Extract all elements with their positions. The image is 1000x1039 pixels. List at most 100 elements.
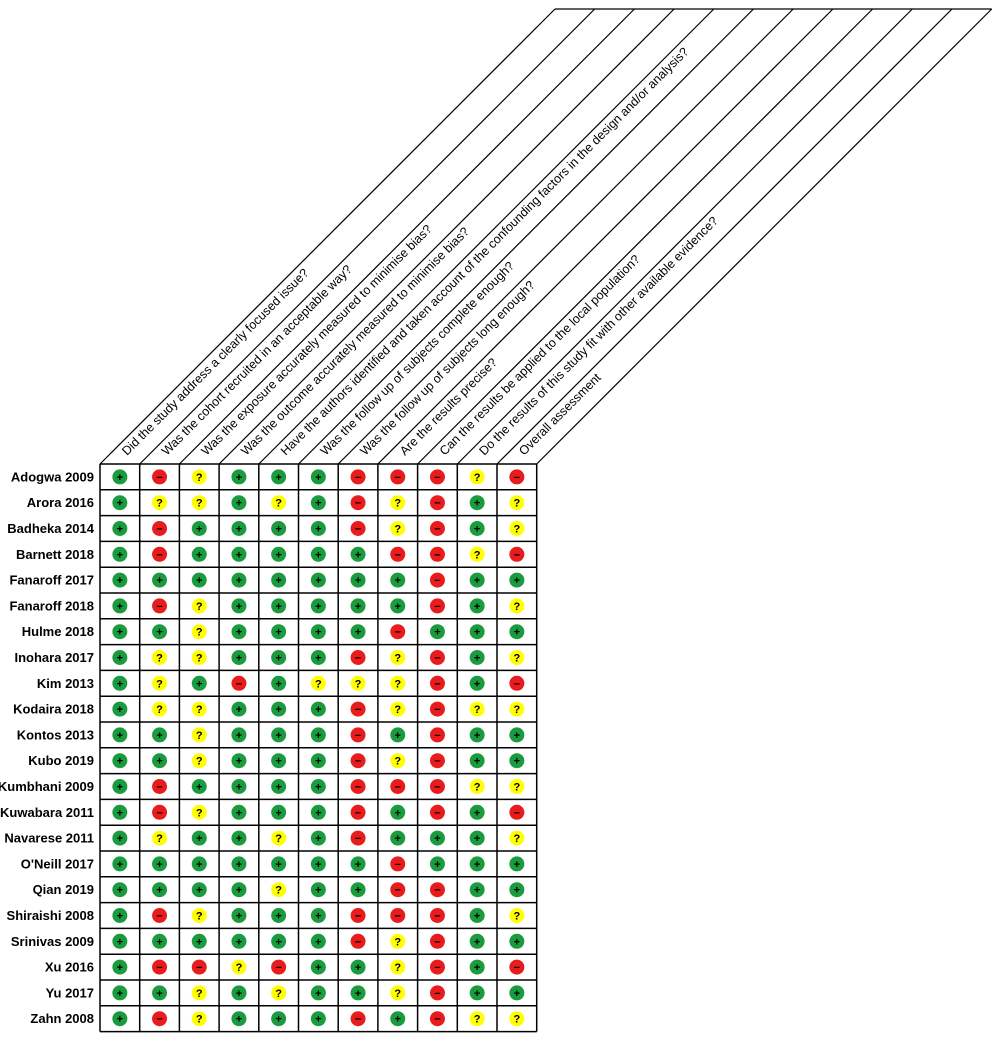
judgement-dot	[310, 985, 326, 1001]
judgement-dot	[152, 779, 168, 794]
question-label: Did the study address a clearly focused …	[119, 266, 311, 458]
judgement-low-icon: +	[469, 908, 485, 923]
judgement-symbol: ?	[394, 936, 401, 948]
judgement-dot	[509, 959, 525, 975]
judgement-dot	[390, 959, 406, 975]
judgement-low-icon: +	[390, 830, 406, 846]
judgement-dot	[469, 598, 485, 614]
judgement-symbol: +	[315, 859, 321, 871]
judgement-dot	[271, 908, 287, 923]
study-labels: Adogwa 2009 Arora 2016 Badheka 2014 Barnett…	[0, 469, 95, 1026]
judgement-low-icon: +	[271, 701, 287, 717]
header-diagonal-line	[178, 8, 635, 465]
judgement-low-icon: +	[231, 598, 247, 614]
judgement-low-icon: +	[310, 469, 326, 485]
judgement-dot	[429, 882, 445, 898]
judgement-symbol: +	[315, 756, 321, 768]
header-diagonal-line	[99, 8, 556, 465]
judgement-dot	[509, 727, 525, 743]
judgement-symbol: +	[236, 936, 242, 948]
judgement-symbol: −	[156, 601, 162, 613]
judgement-low-icon: +	[469, 933, 485, 949]
judgement-low-icon: +	[271, 546, 287, 562]
judgement-symbol: −	[156, 472, 162, 484]
judgement-symbol: +	[156, 730, 162, 742]
header-diagonal-line	[218, 8, 675, 465]
judgement-dot	[191, 985, 207, 1001]
judgement-symbol: +	[156, 859, 162, 871]
judgement-low-icon: +	[112, 598, 128, 614]
judgement-symbol: −	[355, 756, 361, 768]
judgement-low-icon: +	[271, 650, 287, 665]
judgement-symbol: ?	[394, 962, 401, 974]
judgement-low-icon: +	[310, 727, 326, 743]
judgement-symbol: +	[474, 627, 480, 639]
judgement-symbol: +	[474, 962, 480, 974]
judgement-dot	[112, 804, 128, 820]
judgement-dot	[429, 598, 445, 614]
judgement-symbol: ?	[275, 885, 282, 897]
judgement-symbol: ?	[394, 756, 401, 768]
judgement-low-icon: +	[310, 779, 326, 794]
judgement-low-icon: +	[191, 521, 207, 536]
study-label: Arora 2016	[27, 495, 94, 510]
judgement-symbol: ?	[275, 498, 282, 510]
judgement-dot	[310, 701, 326, 717]
judgement-symbol: +	[474, 911, 480, 923]
judgement-symbol: +	[315, 472, 321, 484]
judgement-low-icon: +	[350, 624, 366, 640]
judgement-dot	[429, 856, 445, 872]
judgement-symbol: +	[236, 601, 242, 613]
judgement-low-icon: +	[152, 882, 168, 898]
judgement-dot	[112, 598, 128, 614]
judgement-dot	[310, 521, 326, 536]
judgement-symbol: +	[474, 730, 480, 742]
judgement-dot	[271, 1011, 287, 1027]
judgement-unclear-icon: ?	[509, 1011, 525, 1027]
judgement-high-icon: −	[429, 675, 445, 691]
judgement-symbol: +	[514, 885, 520, 897]
judgement-low-icon: +	[152, 985, 168, 1001]
judgement-high-icon: −	[152, 1011, 168, 1027]
judgement-dot	[271, 701, 287, 717]
judgement-dot	[231, 779, 247, 794]
judgement-low-icon: +	[231, 469, 247, 485]
judgement-symbol: −	[156, 549, 162, 561]
judgement-dot	[231, 933, 247, 949]
judgement-dot	[271, 933, 287, 949]
judgement-dot	[509, 779, 525, 794]
judgement-low-icon: +	[469, 727, 485, 743]
judgement-symbol: +	[474, 885, 480, 897]
judgement-low-icon: +	[191, 856, 207, 872]
judgement-low-icon: +	[231, 624, 247, 640]
judgement-symbol: +	[474, 678, 480, 690]
judgement-symbol: +	[275, 807, 281, 819]
judgement-symbol: −	[434, 1014, 440, 1026]
judgement-unclear-icon: ?	[271, 985, 287, 1001]
judgement-symbol: +	[117, 730, 123, 742]
judgement-dot	[469, 495, 485, 511]
judgement-low-icon: +	[231, 521, 247, 536]
judgement-high-icon: −	[152, 908, 168, 923]
judgement-low-icon: +	[112, 985, 128, 1001]
judgement-dot	[350, 469, 366, 485]
judgement-low-icon: +	[469, 572, 485, 588]
judgement-symbol: −	[434, 472, 440, 484]
judgement-low-icon: +	[231, 779, 247, 794]
judgement-symbol: +	[474, 833, 480, 845]
judgement-low-icon: +	[310, 830, 326, 846]
judgement-symbol: +	[315, 833, 321, 845]
judgement-dot	[231, 650, 247, 665]
judgement-symbol: −	[355, 524, 361, 536]
judgement-dot	[469, 469, 485, 485]
judgement-low-icon: +	[231, 1011, 247, 1027]
judgement-dot	[310, 830, 326, 846]
judgement-symbol: +	[196, 549, 202, 561]
judgement-dot	[191, 675, 207, 691]
judgement-low-icon: +	[231, 856, 247, 872]
judgement-dot	[390, 779, 406, 794]
judgement-low-icon: +	[112, 675, 128, 691]
judgement-low-icon: +	[271, 572, 287, 588]
judgement-symbol: +	[117, 627, 123, 639]
judgement-dot	[310, 908, 326, 923]
